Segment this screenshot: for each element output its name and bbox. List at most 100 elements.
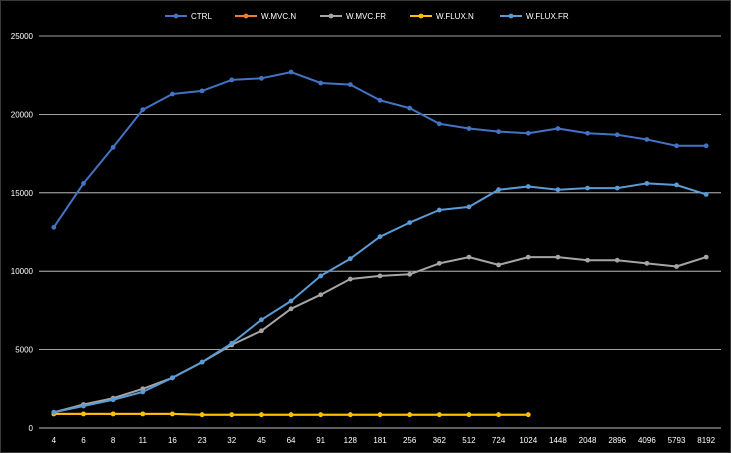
data-point	[110, 411, 116, 417]
legend-item: W.MVC.FR	[320, 12, 386, 21]
data-point	[436, 121, 442, 127]
data-point	[466, 254, 472, 260]
data-point	[644, 180, 650, 186]
data-point	[674, 182, 679, 188]
data-point	[703, 143, 709, 149]
data-point	[170, 411, 175, 417]
data-point	[288, 412, 294, 418]
data-point	[377, 234, 383, 240]
series-line	[53, 256, 707, 414]
data-point	[81, 180, 86, 186]
x-tick-label: 256	[403, 436, 417, 445]
legend-label: W.MVC.N	[261, 12, 296, 21]
series-line	[53, 182, 707, 414]
data-point	[199, 359, 205, 365]
data-point	[170, 375, 175, 381]
legend-swatch-marker	[508, 13, 514, 19]
y-tick-label: 5000	[15, 346, 33, 355]
data-point	[674, 264, 679, 269]
data-point	[644, 260, 650, 266]
data-point	[170, 91, 175, 97]
data-point	[466, 412, 472, 418]
x-tick-label: 5793	[668, 436, 686, 445]
x-tick-label: 32	[227, 436, 236, 445]
data-point	[555, 126, 561, 131]
data-point	[407, 271, 413, 277]
data-point	[318, 292, 324, 298]
data-point	[51, 409, 57, 415]
data-point	[496, 412, 502, 418]
x-tick-label: 181	[373, 436, 387, 445]
data-point	[377, 412, 383, 418]
x-tick-label: 362	[433, 436, 447, 445]
x-tick-label: 45	[257, 436, 266, 445]
y-tick-label: 15000	[11, 189, 34, 198]
series-4	[51, 180, 709, 415]
data-point	[614, 185, 620, 191]
data-point	[407, 105, 413, 111]
data-point	[585, 185, 590, 191]
data-point	[140, 107, 146, 113]
data-point	[81, 403, 86, 409]
x-tick-label: 8192	[697, 436, 715, 445]
data-point	[496, 187, 502, 193]
data-point	[140, 389, 146, 395]
data-point	[288, 69, 294, 75]
data-point	[703, 254, 709, 260]
data-point	[81, 411, 86, 417]
y-tick-label: 0	[29, 424, 34, 433]
data-point	[525, 184, 531, 189]
data-point	[674, 143, 679, 149]
data-point	[525, 412, 531, 418]
data-point	[347, 276, 353, 282]
x-tick-label: 91	[316, 436, 325, 445]
data-point	[436, 207, 442, 213]
x-tick-label: 6	[81, 436, 86, 445]
x-tick-label: 64	[287, 436, 296, 445]
legend-label: W.FLUX.FR	[526, 12, 569, 21]
series-2	[51, 254, 709, 415]
data-point	[51, 224, 57, 230]
data-point	[288, 306, 294, 312]
data-point	[614, 132, 620, 138]
x-tick-label: 4096	[638, 436, 656, 445]
data-point	[585, 130, 590, 136]
data-point	[258, 317, 264, 323]
data-point	[347, 82, 353, 88]
x-tick-label: 2048	[579, 436, 597, 445]
data-point	[555, 187, 561, 193]
legend-item: W.FLUX.N	[410, 12, 474, 21]
data-point	[703, 191, 709, 197]
data-point	[258, 412, 264, 418]
x-tick-label: 8	[111, 436, 116, 445]
y-tick-label: 10000	[11, 267, 34, 276]
x-axis-labels: 4 6 8 11 16 23 32 45 64 91 128 181 256 362 512 724 1024 1…	[52, 436, 716, 445]
data-point	[318, 80, 324, 86]
y-axis-labels: 0 5000 10000 15000 20000 25000	[11, 32, 34, 433]
data-point	[525, 254, 531, 260]
x-tick-label: 1024	[519, 436, 537, 445]
y-tick-label: 25000	[11, 32, 34, 41]
legend-swatch-marker	[328, 13, 334, 19]
data-point	[199, 412, 205, 418]
data-point	[436, 412, 442, 418]
legend-item: CTRL	[165, 12, 212, 21]
series-group	[51, 69, 709, 418]
data-point	[347, 256, 353, 262]
legend-label: W.MVC.FR	[346, 12, 386, 21]
data-point	[258, 328, 264, 334]
legend-item: W.MVC.N	[235, 12, 296, 21]
data-point	[585, 257, 590, 263]
data-point	[258, 75, 264, 81]
x-tick-label: 512	[462, 436, 476, 445]
x-tick-label: 4	[52, 436, 57, 445]
legend-item: W.FLUX.FR	[500, 12, 569, 21]
legend-swatch-marker	[243, 13, 249, 19]
data-point	[110, 144, 116, 150]
x-tick-label: 128	[344, 436, 358, 445]
data-point	[140, 411, 146, 417]
data-point	[407, 412, 413, 418]
data-point	[318, 273, 324, 279]
x-tick-label: 1448	[549, 436, 567, 445]
